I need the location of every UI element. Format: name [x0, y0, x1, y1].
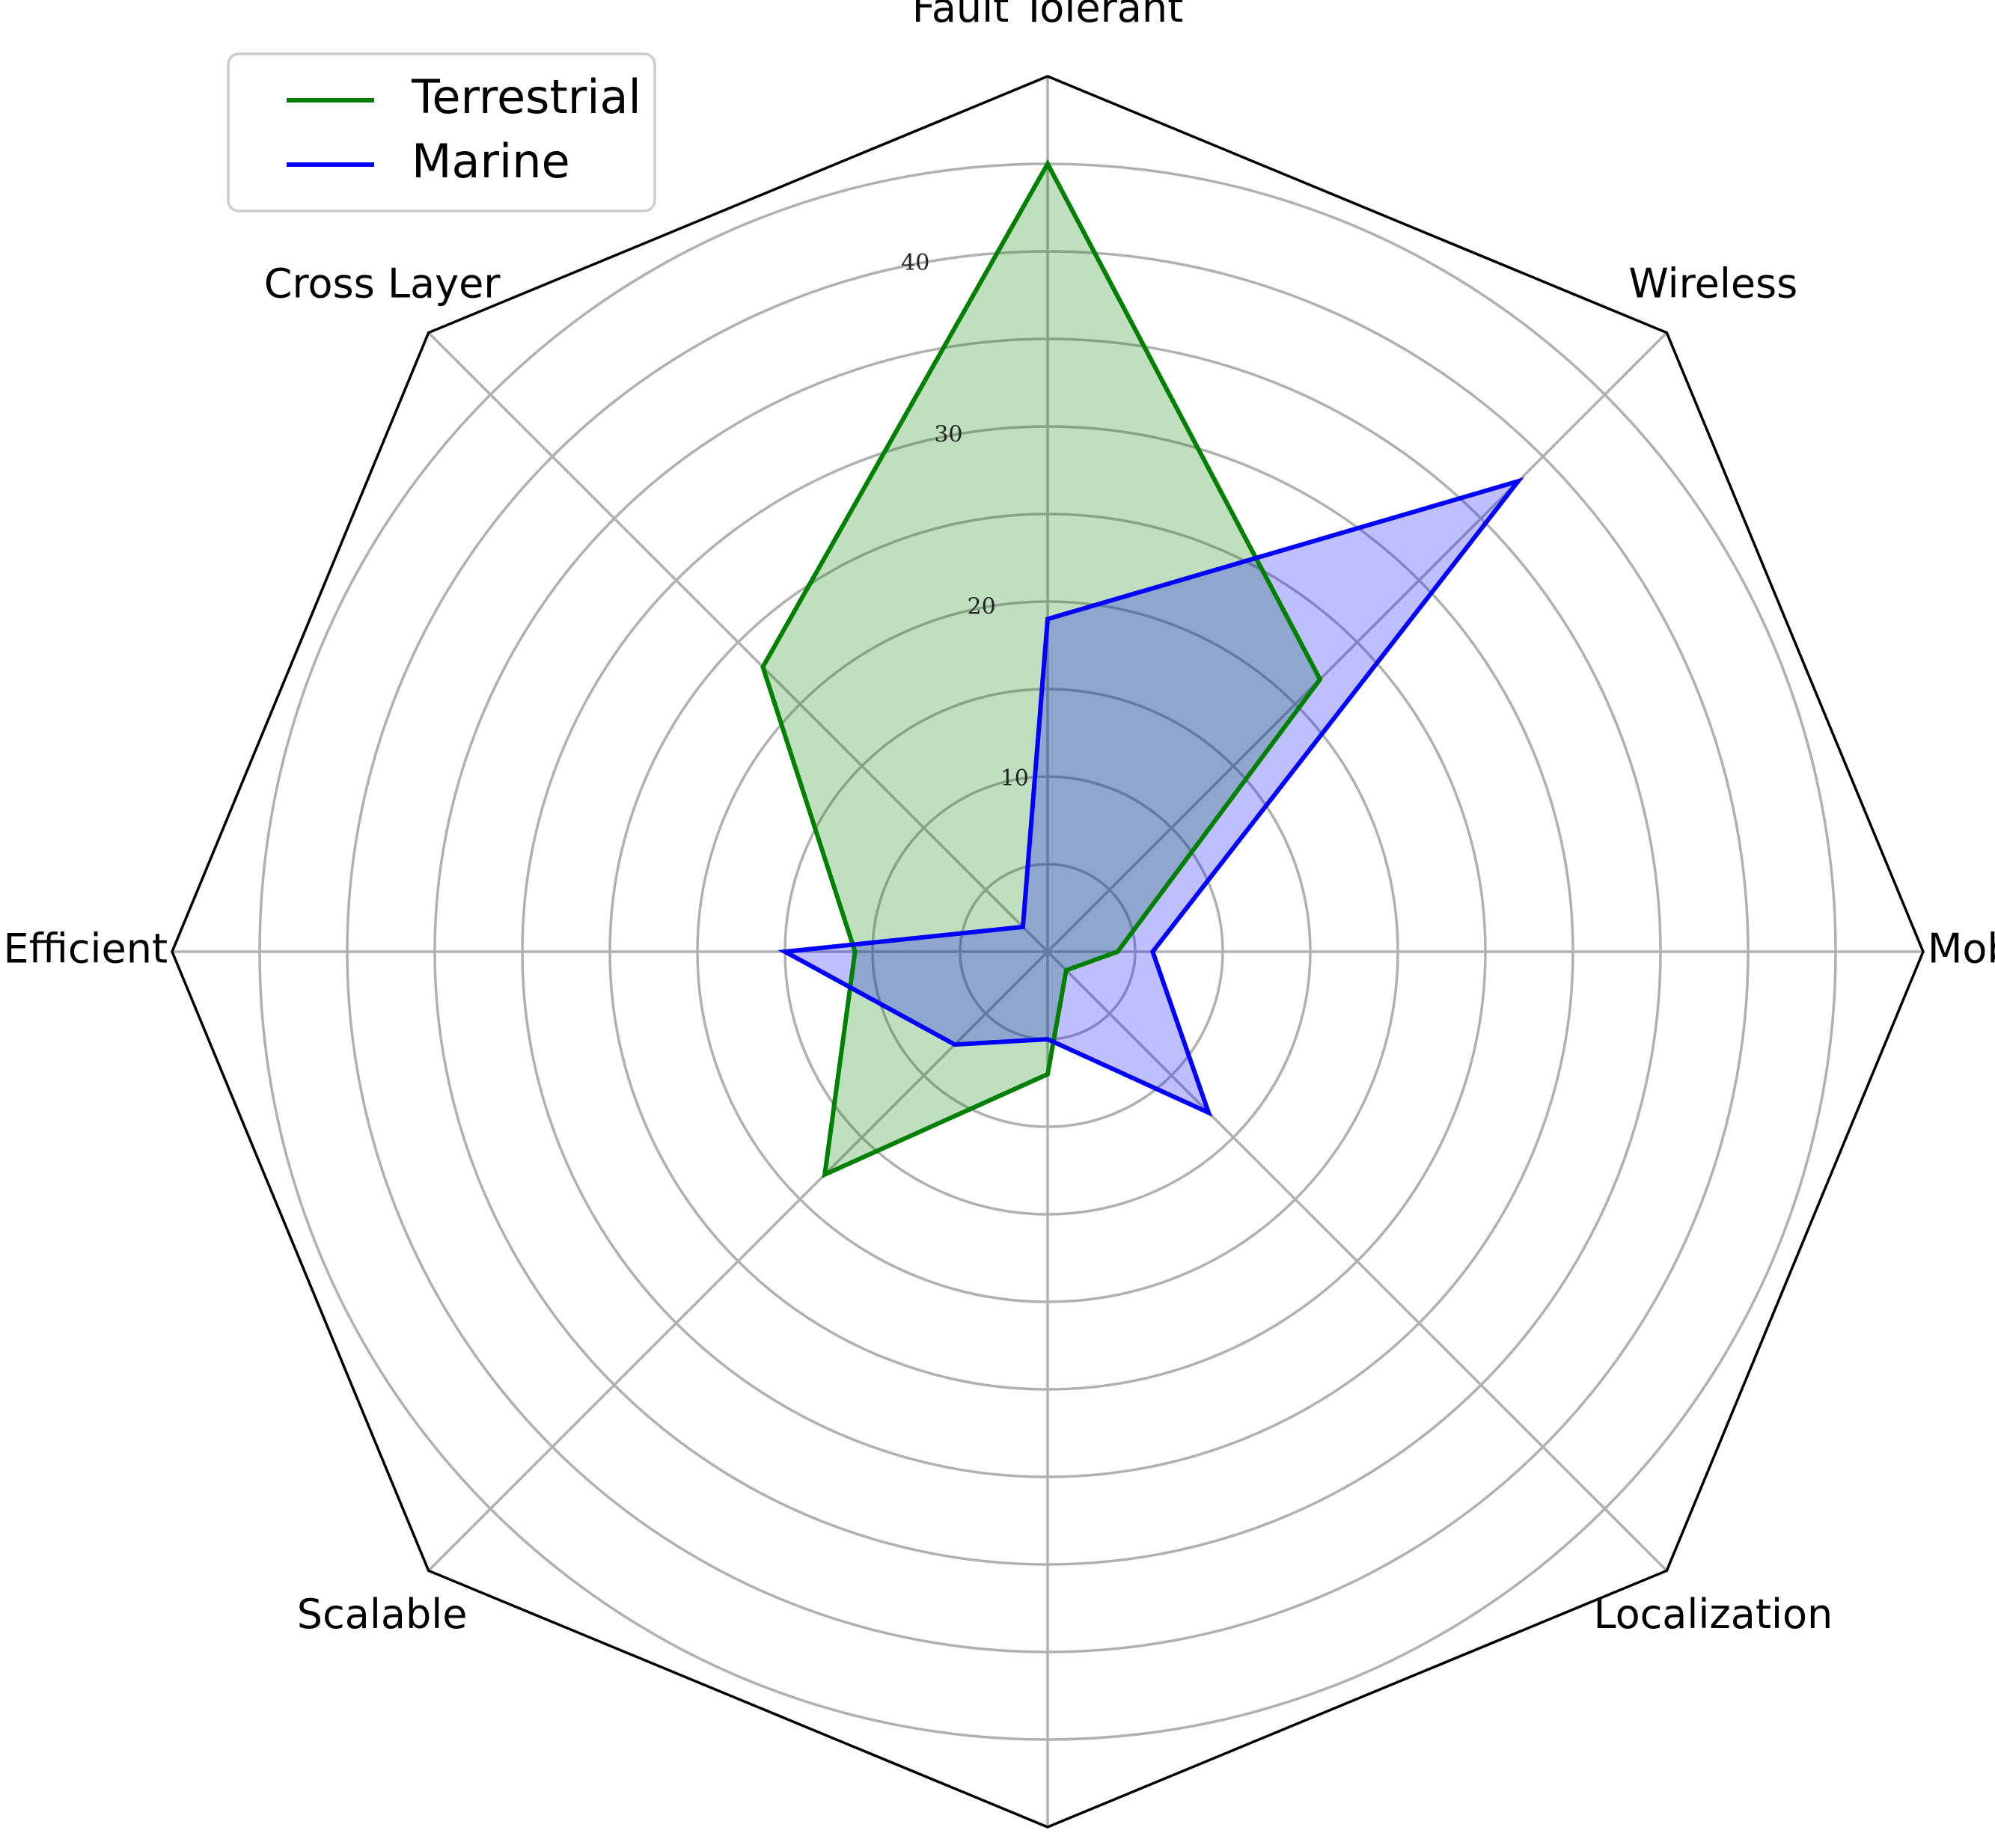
axis-label: Fault Tolerant: [912, 0, 1184, 31]
radar-frame: [171, 75, 1925, 1829]
series-line-marine: [777, 477, 1524, 1117]
grid-spoke: [1046, 950, 1668, 1572]
radial-tick-label: 20: [968, 593, 996, 619]
legend-box: [227, 52, 656, 212]
legend: Terrestrial Marine: [227, 52, 656, 212]
axis-label: Energy Efficient: [0, 925, 168, 973]
legend-label-terrestrial: Terrestrial: [411, 70, 641, 124]
radial-tick-label: 40: [901, 250, 929, 276]
grid-spoke: [427, 331, 1049, 953]
radial-tick-label: 30: [934, 422, 962, 448]
grid-spoke: [1046, 331, 1668, 953]
legend-label-marine: Marine: [412, 134, 570, 189]
series-area-marine: [785, 481, 1518, 1113]
grid-spoke: [427, 950, 1049, 1572]
axis-label: Scalable: [297, 1591, 468, 1638]
axis-label: Wireless: [1628, 260, 1797, 307]
radar-series: [760, 159, 1524, 1178]
series-line-terrestrial: [760, 159, 1323, 1178]
axis-label: Localization: [1593, 1591, 1833, 1638]
axis-label: Mobile: [1928, 925, 1995, 973]
axis-label: Cross Layer: [264, 260, 501, 307]
radial-tick-label: 10: [1000, 765, 1029, 792]
radar-grid: [171, 75, 1925, 1829]
